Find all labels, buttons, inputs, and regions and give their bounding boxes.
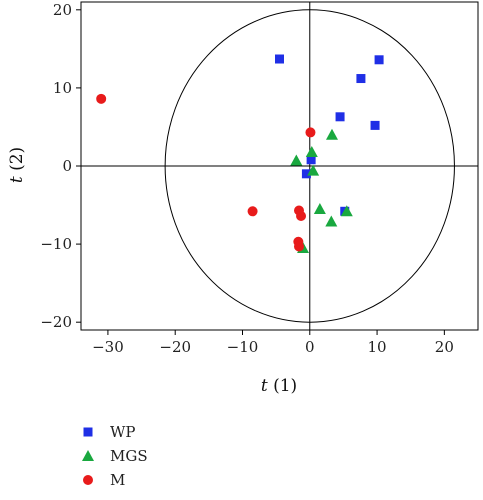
legend-marker-m xyxy=(83,475,93,485)
point-wp xyxy=(370,120,380,130)
point-m xyxy=(247,206,258,217)
point-mgs xyxy=(305,145,318,157)
data-points xyxy=(96,54,384,253)
point-mgs xyxy=(325,128,338,140)
y-tick-label: 10 xyxy=(53,79,72,97)
legend-label-mgs: MGS xyxy=(110,447,148,465)
x-tick-label: 0 xyxy=(305,338,315,356)
y-tick-label: 20 xyxy=(53,1,72,19)
x-tick-label: −30 xyxy=(92,338,124,356)
x-tick-label: 20 xyxy=(435,338,454,356)
point-wp xyxy=(335,112,345,122)
point-mgs xyxy=(313,202,326,214)
x-axis-label: t (1) xyxy=(261,376,297,396)
point-mgs xyxy=(290,154,303,166)
x-tick-label: −20 xyxy=(159,338,191,356)
y-tick-label: −10 xyxy=(40,235,72,253)
legend-item-m: M xyxy=(83,471,125,489)
point-m xyxy=(294,241,305,252)
legend-item-wp: WP xyxy=(83,423,136,441)
series-mgs xyxy=(290,128,353,253)
legend-label-wp: WP xyxy=(110,423,136,441)
point-wp xyxy=(306,155,316,165)
point-mgs xyxy=(307,164,320,176)
legend: WP MGS M xyxy=(82,423,148,489)
point-wp xyxy=(374,55,384,65)
legend-marker-mgs xyxy=(82,450,94,461)
y-axis-label: t (2) xyxy=(7,147,27,183)
series-m xyxy=(96,93,316,252)
y-tick-label: −20 xyxy=(40,313,72,331)
axes: −30 −20 −10 0 10 20 −20 −10 0 10 20 xyxy=(40,1,454,356)
point-wp xyxy=(275,54,284,64)
point-mgs xyxy=(325,215,338,227)
point-wp xyxy=(301,169,311,179)
point-m xyxy=(96,93,107,104)
x-tick-label: 10 xyxy=(368,338,387,356)
x-tick-label: −10 xyxy=(227,338,259,356)
y-tick-label: 0 xyxy=(62,157,72,175)
legend-marker-wp xyxy=(83,427,93,437)
point-mgs xyxy=(340,205,353,217)
plot-area xyxy=(80,1,479,331)
legend-item-mgs: MGS xyxy=(82,447,148,465)
point-m xyxy=(305,127,316,138)
point-m xyxy=(296,210,307,221)
point-wp xyxy=(356,74,366,84)
legend-label-m: M xyxy=(110,471,125,489)
